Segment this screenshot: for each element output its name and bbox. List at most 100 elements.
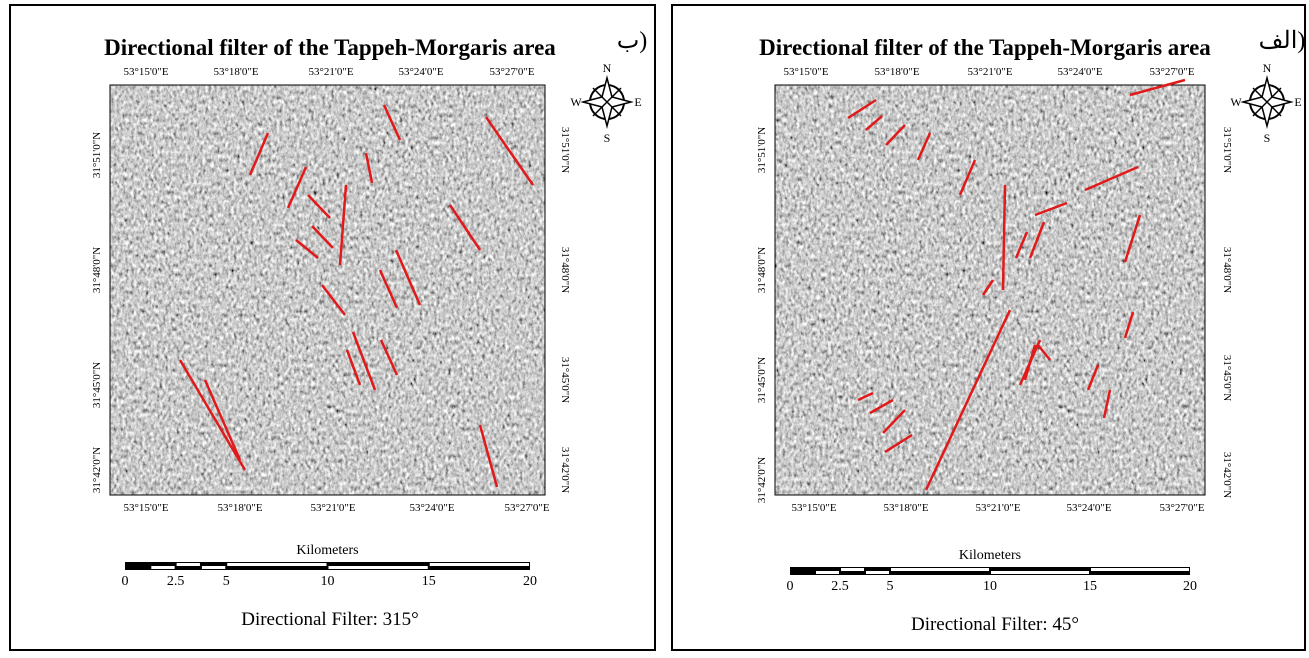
lineament bbox=[981, 279, 995, 296]
right-lat-label: 31°51'0"N bbox=[559, 127, 571, 173]
top-lon-label: 53°24'0"E bbox=[1057, 66, 1102, 78]
lineament bbox=[1037, 344, 1051, 361]
bottom-lon-label: 53°24'0"E bbox=[1066, 502, 1111, 514]
bottom-lon-label: 53°27'0"E bbox=[1159, 502, 1204, 514]
scale-segment bbox=[176, 563, 200, 566]
panel-frame bbox=[671, 4, 1306, 651]
compass-e: E bbox=[634, 95, 641, 109]
lineament bbox=[882, 409, 906, 434]
lineament bbox=[958, 159, 977, 196]
lineament bbox=[295, 239, 319, 259]
panel-title: Directional filter of the Tappeh-Morgari… bbox=[104, 35, 556, 60]
map-image bbox=[110, 85, 545, 495]
scale-bar bbox=[790, 567, 1190, 575]
caption: Directional Filter: 315° bbox=[241, 609, 419, 630]
compass-w: W bbox=[570, 95, 582, 109]
panel-label: ب) bbox=[617, 28, 648, 54]
top-lon-label: 53°24'0"E bbox=[398, 66, 443, 78]
lineament bbox=[857, 391, 874, 402]
bottom-lon-label: 53°18'0"E bbox=[217, 502, 262, 514]
left-lat-label: 31°48'0"N bbox=[756, 247, 768, 293]
right-lat-label: 31°48'0"N bbox=[559, 247, 571, 293]
lineament bbox=[286, 166, 308, 209]
left-lat-label: 31°48'0"N bbox=[91, 247, 103, 293]
lineament bbox=[1123, 311, 1135, 339]
scale-label: 20 bbox=[1183, 579, 1197, 594]
lineament bbox=[916, 132, 932, 161]
lineament bbox=[379, 339, 399, 376]
lineament bbox=[378, 269, 399, 309]
lineament bbox=[884, 433, 913, 454]
compass-n: N bbox=[603, 61, 612, 75]
bottom-lon-label: 53°21'0"E bbox=[310, 502, 355, 514]
lineament bbox=[345, 349, 362, 386]
caption: Directional Filter: 45° bbox=[911, 614, 1079, 635]
lineament bbox=[1028, 221, 1046, 259]
top-lon-label: 53°21'0"E bbox=[308, 66, 353, 78]
left-lat-label: 31°51'0"N bbox=[91, 132, 103, 178]
top-lon-label: 53°27'0"E bbox=[1149, 66, 1194, 78]
lineament bbox=[1086, 364, 1100, 391]
compass-n: N bbox=[1263, 61, 1272, 75]
right-lat-label: 31°45'0"N bbox=[559, 357, 571, 403]
left-lat-label: 31°51'0"N bbox=[756, 127, 768, 173]
top-lon-label: 53°18'0"E bbox=[213, 66, 258, 78]
map-border bbox=[774, 84, 1206, 496]
compass-s: S bbox=[1264, 131, 1271, 145]
right-lat-label: 31°42'0"N bbox=[559, 447, 571, 493]
left-lat-label: 31°42'0"N bbox=[756, 457, 768, 503]
lineament bbox=[1001, 184, 1007, 291]
lineament bbox=[1018, 339, 1042, 386]
bottom-lon-label: 53°21'0"E bbox=[975, 502, 1020, 514]
scale-bar bbox=[125, 562, 530, 570]
right-lat-label: 31°51'0"N bbox=[1221, 127, 1233, 173]
bottom-lon-label: 53°24'0"E bbox=[409, 502, 454, 514]
lineament bbox=[1123, 214, 1142, 263]
scale-label: 15 bbox=[422, 574, 436, 589]
lineament bbox=[478, 424, 499, 488]
lineament bbox=[1102, 389, 1112, 419]
bottom-lon-label: 53°15'0"E bbox=[123, 502, 168, 514]
left-lat-label: 31°42'0"N bbox=[91, 447, 103, 493]
lineament bbox=[885, 124, 906, 146]
map-image bbox=[775, 85, 1205, 495]
compass-star-diag bbox=[592, 87, 622, 117]
compass-star-diag bbox=[1252, 87, 1282, 117]
scale-label: 2.5 bbox=[831, 579, 849, 594]
right-lat-label: 31°42'0"N bbox=[1221, 452, 1233, 498]
scale-segment bbox=[151, 566, 175, 569]
scale-segment bbox=[429, 563, 529, 566]
scale-unit: Kilometers bbox=[959, 548, 1021, 563]
lineament bbox=[382, 104, 402, 141]
scale-segment bbox=[891, 568, 989, 571]
top-lon-label: 53°21'0"E bbox=[967, 66, 1012, 78]
top-lon-label: 53°15'0"E bbox=[783, 66, 828, 78]
top-lon-label: 53°18'0"E bbox=[874, 66, 919, 78]
lineament bbox=[364, 152, 374, 184]
scale-label: 2.5 bbox=[167, 574, 185, 589]
lineament bbox=[924, 309, 1012, 491]
scale-segment bbox=[866, 571, 889, 574]
scale-label: 15 bbox=[1083, 579, 1097, 594]
lineament bbox=[847, 98, 877, 120]
lineament bbox=[178, 359, 247, 471]
scale-label: 20 bbox=[523, 574, 537, 589]
scale-label: 0 bbox=[787, 579, 794, 594]
top-lon-label: 53°15'0"E bbox=[123, 66, 168, 78]
scale-segment bbox=[227, 563, 327, 566]
left-lat-label: 31°45'0"N bbox=[91, 362, 103, 408]
lineament bbox=[1129, 78, 1186, 97]
right-lat-label: 31°48'0"N bbox=[1221, 247, 1233, 293]
scale-segment bbox=[1091, 568, 1189, 571]
scale-segment bbox=[328, 566, 428, 569]
bottom-lon-label: 53°27'0"E bbox=[504, 502, 549, 514]
panel-title: Directional filter of the Tappeh-Morgari… bbox=[759, 35, 1211, 60]
compass-e: E bbox=[1294, 95, 1301, 109]
lineament bbox=[484, 116, 535, 186]
top-lon-label: 53°27'0"E bbox=[489, 66, 534, 78]
lineament bbox=[865, 115, 883, 131]
lineament bbox=[203, 379, 242, 461]
panel-frame bbox=[9, 4, 656, 651]
scale-label: 10 bbox=[321, 574, 335, 589]
